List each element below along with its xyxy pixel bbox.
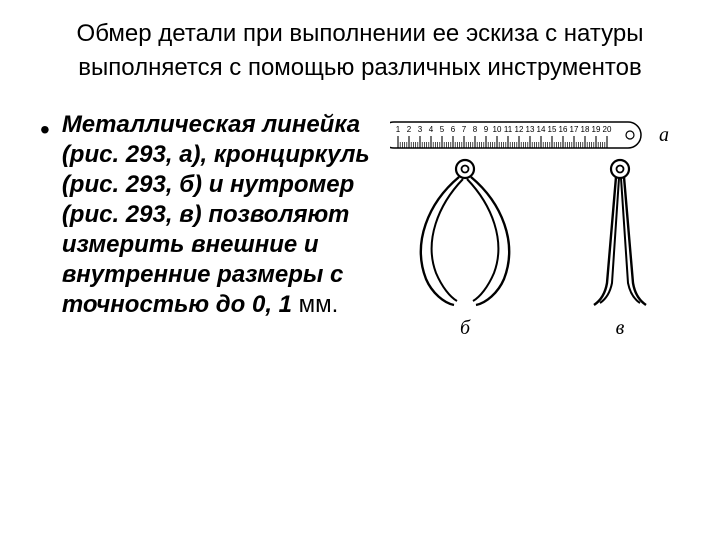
outside-caliper-icon [410,155,520,315]
svg-text:7: 7 [462,125,467,134]
ruler-icon: 1234567891011121314151617181920 [390,120,645,150]
svg-text:1: 1 [396,125,401,134]
slide-title: Обмер детали при выполнении ее эскиза с … [40,20,680,48]
body-text: Металлическая линейка (рис. 293, а), кро… [62,110,370,320]
bullet-block: • Металлическая линейка (рис. 293, а), к… [40,110,370,320]
svg-text:8: 8 [473,125,478,134]
svg-text:6: 6 [451,125,456,134]
slide-subtitle: выполняется с помощью различных инструме… [40,54,680,82]
label-b: б [460,317,470,340]
caliper-inside: в [590,155,650,340]
ruler-wrap: 1234567891011121314151617181920 а [390,120,680,150]
body-main: Металлическая линейка (рис. 293, а), кро… [62,111,370,318]
label-v: в [616,317,625,340]
content-row: • Металлическая линейка (рис. 293, а), к… [40,110,680,340]
label-a: а [659,124,669,147]
bullet-icon: • [40,116,50,144]
svg-text:19: 19 [592,125,601,134]
svg-text:4: 4 [429,125,434,134]
svg-text:16: 16 [559,125,568,134]
inside-caliper-icon [590,155,650,315]
figure-column: 1234567891011121314151617181920 а б [380,110,680,340]
tools-row: б в [380,155,680,340]
svg-text:17: 17 [570,125,579,134]
svg-text:11: 11 [504,125,513,134]
svg-text:12: 12 [515,125,524,134]
svg-text:9: 9 [484,125,489,134]
svg-text:18: 18 [581,125,590,134]
svg-text:15: 15 [548,125,557,134]
svg-text:2: 2 [407,125,412,134]
svg-text:3: 3 [418,125,423,134]
svg-text:10: 10 [493,125,502,134]
caliper-outside: б [410,155,520,340]
svg-text:13: 13 [526,125,535,134]
svg-text:20: 20 [603,125,612,134]
body-tail: мм. [299,291,339,318]
svg-text:14: 14 [537,125,546,134]
svg-text:5: 5 [440,125,445,134]
